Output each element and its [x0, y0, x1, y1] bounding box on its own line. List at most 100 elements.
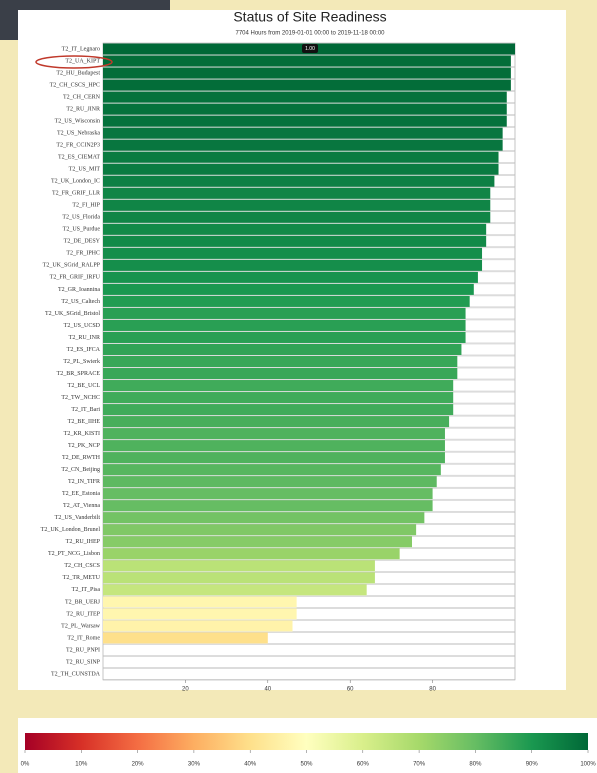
bar	[103, 343, 462, 355]
bar	[103, 175, 495, 187]
bar	[103, 271, 478, 283]
row-outline	[102, 656, 516, 668]
chart-title: Status of Site Readiness	[233, 9, 386, 25]
bar	[103, 235, 487, 247]
y-tick-label: T2_AT_Vienna	[63, 503, 100, 509]
y-tick-label: T2_RU_PNPI	[66, 647, 100, 653]
bar	[103, 199, 491, 211]
colorbar-tick-label: 70%	[413, 762, 426, 768]
bar	[103, 223, 487, 235]
y-tick-label: T2_UK_London_IC	[51, 179, 100, 185]
bar	[103, 67, 511, 79]
bar	[103, 283, 474, 295]
highlight-ring	[35, 55, 113, 69]
bar	[103, 380, 454, 392]
colorbar-tick-label: 90%	[526, 762, 539, 768]
y-tick-label: T2_US_Nebraska	[57, 131, 100, 137]
y-tick-label: T2_PT_NCG_Lisbon	[48, 551, 100, 557]
y-tick-label: T2_FR_GRIF_IRFU	[50, 275, 101, 281]
bar	[103, 596, 297, 608]
y-tick-label: T2_US_MIT	[69, 167, 101, 173]
y-tick-label: T2_GR_Ioannina	[58, 287, 100, 293]
y-tick-label: T2_US_Caltech	[61, 299, 100, 305]
y-tick-label: T2_TR_METU	[63, 575, 101, 581]
annotation-box	[302, 44, 318, 53]
y-tick-label: T2_UA_KIPT	[65, 58, 100, 64]
y-tick-label: T2_CH_CSCS_HPC	[50, 82, 100, 88]
row-outline	[102, 668, 516, 680]
bar	[103, 464, 441, 476]
y-tick-label: T2_IT_Pisa	[72, 587, 101, 593]
colorbar-tick-label: 50%	[300, 762, 313, 768]
y-tick-label: T2_US_Florida	[62, 215, 100, 221]
annotation: 1.00	[305, 46, 315, 52]
colorbar-tick-label: 10%	[75, 762, 88, 768]
bar	[103, 632, 268, 644]
y-tick-label: T2_RU_INR	[69, 335, 100, 341]
y-tick-label: T2_CH_CSCS	[64, 563, 100, 569]
y-tick-label: T2_IN_TIFR	[68, 479, 100, 485]
y-tick-label: T2_PL_Warsaw	[61, 623, 101, 629]
y-tick-label: T2_PK_NCP	[68, 443, 101, 449]
bar	[103, 416, 450, 428]
bar	[103, 187, 491, 199]
y-tick-label: T2_BR_UERJ	[65, 599, 101, 605]
bar	[103, 392, 454, 404]
bar	[103, 548, 400, 560]
y-tick-label: T2_FR_GRIF_LLR	[52, 191, 100, 197]
y-tick-label: T2_FR_IPHC	[66, 251, 100, 257]
bar	[103, 512, 425, 524]
bar	[103, 55, 511, 67]
bar	[103, 79, 511, 91]
bar	[103, 404, 454, 416]
y-tick-label: T2_RU_JINR	[66, 106, 100, 112]
colorbar	[25, 733, 588, 750]
bar	[103, 259, 483, 271]
bar	[103, 440, 445, 452]
colorbar-tick-label: 100%	[580, 762, 596, 768]
y-tick-label: T2_TH_CUNSTDA	[51, 671, 101, 677]
bar	[103, 608, 297, 620]
colorbar-tick-label: 0%	[21, 762, 30, 768]
y-tick-label: T2_ES_IFCA	[67, 347, 101, 353]
y-tick-label: T2_HU_Budapest	[56, 70, 100, 76]
y-tick-label: T2_BE_UCL	[68, 383, 101, 389]
y-tick-label: T2_US_Wisconsin	[55, 118, 100, 124]
bar	[103, 331, 466, 343]
bar	[103, 115, 507, 127]
chart-subtitle: 7704 Hours from 2019-01-01 00:00 to 2019…	[236, 31, 386, 37]
bar	[103, 428, 445, 440]
y-tick-label: T2_CH_CERN	[63, 94, 101, 100]
colorbar-tick-label: 20%	[132, 762, 145, 768]
y-tick-label: T2_TW_NCHC	[61, 395, 100, 401]
bar	[103, 127, 503, 139]
bar	[103, 500, 433, 512]
colorbar-tick-label: 40%	[244, 762, 257, 768]
y-tick-label: T2_DE_RWTH	[62, 455, 101, 461]
y-tick-label: T2_KR_KISTI	[64, 431, 100, 437]
y-tick-label: T2_IT_Rome	[67, 635, 100, 641]
y-tick-label: T2_DE_DESY	[64, 239, 101, 245]
bar	[103, 139, 503, 151]
bar	[103, 247, 483, 259]
bar	[103, 355, 458, 368]
y-tick-label: T2_ES_CIEMAT	[58, 155, 100, 161]
y-tick-label: T2_FR_CCIN2P3	[56, 143, 100, 149]
bar	[103, 560, 375, 572]
y-tick-label: T2_UK_SGrid_Bristol	[45, 311, 100, 317]
y-tick-label: T2_FI_HIP	[72, 203, 100, 209]
y-tick-label: T2_CN_Beijing	[61, 467, 100, 473]
y-tick-label: T2_PL_Swierk	[63, 359, 100, 365]
row-outline	[102, 644, 516, 656]
x-tick-label: 40	[264, 687, 271, 693]
x-tick-label: 20	[182, 687, 189, 693]
y-tick-label: T2_IT_Bari	[71, 407, 100, 413]
y-tick-label: T2_BE_IIHE	[68, 419, 101, 425]
y-tick-label: T2_UK_SGrid_RALPP	[43, 263, 101, 269]
bar	[103, 211, 491, 223]
y-tick-label: T2_RU_IHEP	[66, 539, 101, 545]
colorbar-tick-label: 80%	[469, 762, 482, 768]
bar	[103, 368, 458, 380]
